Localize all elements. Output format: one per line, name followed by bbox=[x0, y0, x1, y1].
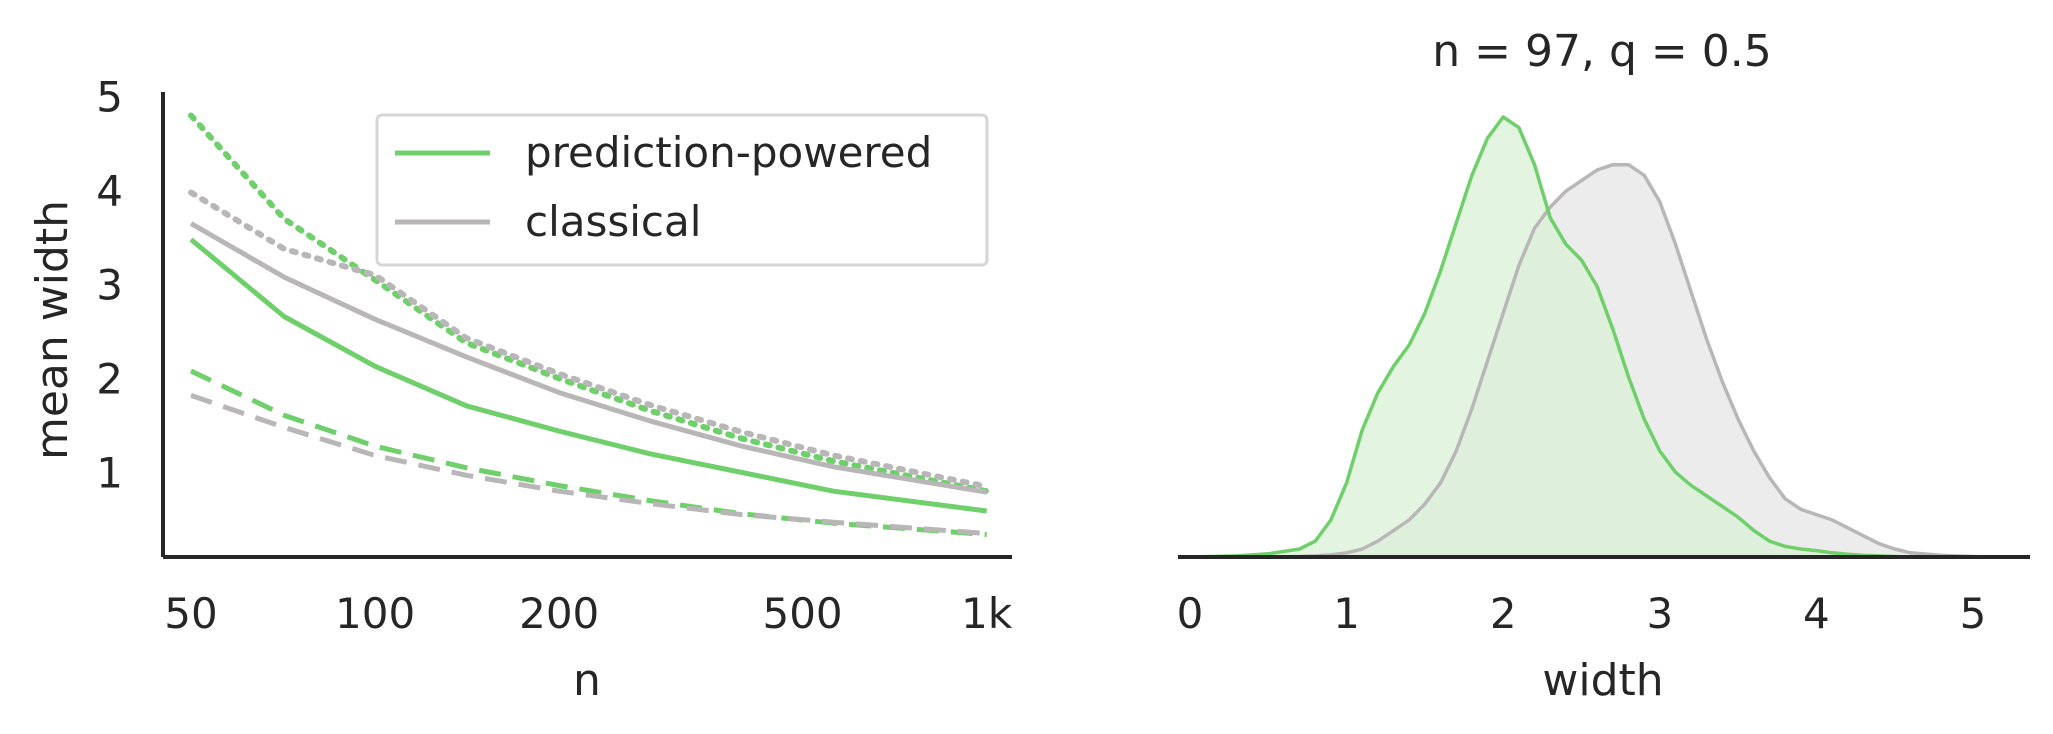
legend: prediction-powered classical bbox=[375, 113, 989, 267]
left-chart: 50 100 200 500 1k 1 2 3 4 5 n mean width predict… bbox=[27, 73, 1013, 706]
right-x-axis-label: width bbox=[1542, 655, 1663, 706]
x-tick-label: 1 bbox=[1333, 589, 1360, 638]
series-line-classical-dashed bbox=[190, 393, 987, 536]
right-chart-title: n = 97, q = 0.5 bbox=[1432, 26, 1771, 77]
legend-label-prediction-powered: prediction-powered bbox=[525, 128, 932, 177]
x-tick-label: 200 bbox=[519, 589, 599, 638]
series-line-ppi-dotted bbox=[188, 112, 990, 495]
density-fill-ppi bbox=[1190, 117, 2020, 557]
y-tick-label: 5 bbox=[96, 73, 123, 122]
density-curve-ppi bbox=[1189, 115, 2020, 559]
y-tick-label: 1 bbox=[96, 448, 123, 497]
density-curve-classical bbox=[1190, 162, 2021, 559]
x-tick-label: 4 bbox=[1803, 589, 1830, 638]
series-line-classical-dotted bbox=[188, 189, 990, 490]
x-tick-label: 0 bbox=[1177, 589, 1204, 638]
left-plot-area bbox=[188, 112, 990, 537]
x-tick-label: 2 bbox=[1490, 589, 1517, 638]
left-y-tick-labels: 1 2 3 4 5 bbox=[96, 73, 123, 498]
series-line-ppi-dashed bbox=[189, 368, 987, 537]
right-plot-area bbox=[1189, 115, 2021, 559]
y-tick-label: 3 bbox=[96, 261, 123, 310]
x-tick-label: 50 bbox=[164, 589, 217, 638]
legend-label-classical: classical bbox=[525, 197, 701, 246]
x-tick-label: 500 bbox=[762, 589, 842, 638]
y-tick-label: 4 bbox=[96, 167, 123, 216]
x-tick-label: 3 bbox=[1646, 589, 1673, 638]
x-tick-label: 100 bbox=[335, 589, 415, 638]
x-tick-label: 5 bbox=[1960, 589, 1987, 638]
y-tick-label: 2 bbox=[96, 355, 123, 404]
x-tick-label: 1k bbox=[961, 589, 1013, 638]
series-line-ppi-solid bbox=[189, 237, 988, 514]
right-chart: n = 97, q = 0.5 0 1 2 3 4 5 width bbox=[1177, 26, 2030, 706]
series-line-classical-solid bbox=[189, 221, 988, 495]
right-x-tick-labels: 0 1 2 3 4 5 bbox=[1177, 589, 1987, 638]
legend-frame bbox=[375, 113, 989, 267]
left-y-axis-label: mean width bbox=[27, 200, 78, 460]
left-x-tick-labels: 50 100 200 500 1k bbox=[164, 589, 1013, 638]
left-x-axis-label: n bbox=[573, 655, 601, 706]
